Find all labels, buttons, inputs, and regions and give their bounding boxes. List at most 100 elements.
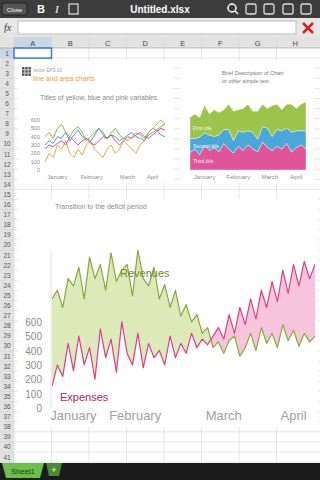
series-label: Revenues (120, 267, 170, 279)
y-axis-line (51, 250, 52, 408)
logo-square (28, 73, 31, 76)
tab-bar-bg (0, 463, 320, 480)
plot-area (45, 120, 165, 162)
chart-subtitle: line and area charts (33, 75, 95, 82)
row-line (0, 462, 320, 463)
italic-button[interactable]: I (54, 3, 60, 15)
row-number: 1 (5, 50, 9, 57)
toolbar-button[interactable] (283, 4, 293, 14)
cancel-button[interactable] (303, 23, 313, 33)
sheet-tab[interactable] (2, 463, 44, 478)
row-number: 32 (3, 363, 11, 370)
logo-square (25, 73, 28, 76)
sheet-tab-label: Sheet1 (11, 467, 35, 476)
logo-square (22, 70, 25, 73)
logo-square (22, 67, 25, 70)
y-tick-label: 500 (25, 331, 42, 342)
formula-label: fx (4, 22, 12, 33)
logo-square (25, 67, 28, 70)
chart-title: or other simple text (222, 78, 269, 84)
x-tick-label: February (81, 174, 103, 180)
logo-caption: vector EPS 10 (33, 68, 62, 73)
row-number: 36 (3, 403, 11, 410)
row-number: 25 (3, 292, 11, 299)
style-button[interactable] (69, 4, 78, 14)
row-number: 19 (3, 231, 11, 238)
row-number: 8 (5, 120, 9, 127)
row-number: 7 (5, 110, 9, 117)
selected-cell[interactable] (14, 48, 52, 58)
row-number: 17 (3, 211, 11, 218)
selected-column-header (14, 37, 52, 48)
chart-title: Titles of yellow, blue and pink variable… (40, 94, 158, 102)
series-label: Third title (193, 158, 214, 164)
y-tick-label: 200 (31, 150, 40, 156)
x-tick-label: April (147, 174, 158, 180)
add-tab-label: + (51, 465, 56, 475)
x-tick-label: January (50, 408, 97, 423)
area-segment (190, 101, 306, 140)
logo-square (28, 67, 31, 70)
row-header-bg (0, 48, 14, 463)
row-number: 38 (3, 423, 11, 430)
column-letter: D (143, 39, 149, 48)
surplus-fill-group (52, 250, 315, 386)
column-header-bg (0, 37, 320, 48)
row-number: 30 (3, 342, 11, 349)
row-number: 18 (3, 221, 11, 228)
y-tick-label: 0 (37, 167, 40, 173)
selected-row-header (0, 48, 14, 58)
row-number: 10 (3, 140, 11, 147)
y-tick-label: 300 (31, 142, 40, 148)
row-number: 28 (3, 322, 11, 329)
toolbar-button[interactable] (246, 4, 256, 14)
y-tick-label: 400 (25, 346, 42, 357)
column-letter: G (255, 39, 261, 48)
chart-bg (18, 61, 173, 183)
close-button[interactable] (2, 3, 27, 15)
toolbar-button[interactable] (264, 4, 274, 14)
formula-bg (0, 18, 320, 37)
row-line (0, 189, 320, 190)
series-label: Second title (193, 143, 219, 149)
row-number: 34 (3, 383, 11, 390)
formula-input[interactable] (18, 21, 296, 34)
y-tick-label: 600 (31, 117, 40, 123)
stacked-area-chart: Brief Description of Chartor other simpl… (180, 61, 314, 183)
x-tick-label: April (290, 174, 302, 180)
column-letter: E (180, 39, 185, 48)
row-number: 40 (3, 443, 11, 450)
y-tick-label: 100 (31, 159, 40, 165)
row-number: 24 (3, 282, 11, 289)
sheet-tab-bar: Sheet1 + (0, 463, 320, 480)
toolbar: CloseBIUntitled.xlsx (0, 0, 320, 18)
bold-button[interactable]: B (37, 3, 45, 15)
x-tick-label: January (48, 174, 68, 180)
chart-title: Transition to the deficit period (55, 203, 147, 211)
x-tick-label: February (109, 408, 162, 423)
row-number: 29 (3, 332, 11, 339)
series-line (52, 250, 315, 356)
series-line (52, 261, 315, 386)
series-line (45, 124, 165, 141)
row-number: 27 (3, 312, 11, 319)
chart-bg (180, 61, 314, 183)
y-tick-label: 400 (31, 134, 40, 140)
logo-square (28, 70, 31, 73)
row-number: 13 (3, 171, 11, 178)
row-number: 6 (5, 100, 9, 107)
y-tick-label: 200 (25, 374, 42, 385)
plot-area (52, 250, 315, 386)
add-tab[interactable] (46, 463, 62, 476)
column-letter: H (293, 39, 298, 48)
surplus-fill (52, 250, 315, 386)
file-name: Untitled.xlsx (130, 4, 190, 15)
row-number: 16 (3, 201, 11, 208)
search-button[interactable] (228, 4, 236, 12)
row-number: 23 (3, 272, 11, 279)
column-letter: A (30, 39, 35, 48)
y-tick-label: 600 (25, 317, 42, 328)
x-tick-label: March (120, 174, 135, 180)
toolbar-button[interactable] (301, 4, 311, 14)
cells-bg (14, 48, 320, 463)
